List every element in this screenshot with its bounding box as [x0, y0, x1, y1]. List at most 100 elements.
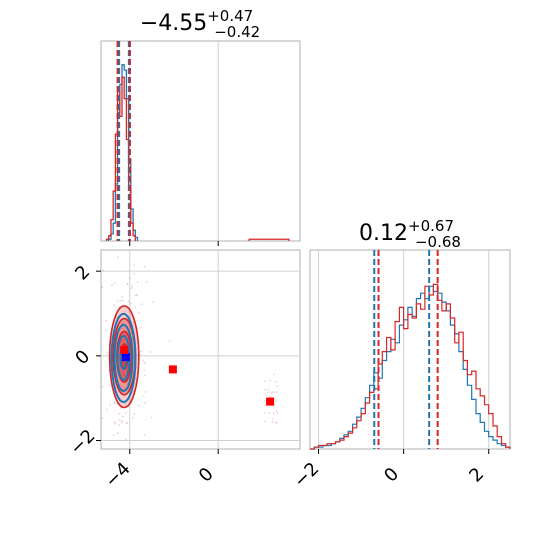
- scatter-point: [142, 395, 145, 398]
- scatter-point: [270, 392, 273, 395]
- scatter-point: [125, 422, 128, 425]
- scatter-point: [122, 372, 125, 375]
- marginal-panel-1-grid: [129, 41, 219, 241]
- scatter-point: [106, 351, 109, 354]
- scatter-point: [272, 391, 275, 394]
- blue-histogram: [108, 64, 139, 241]
- marginal-panel-2-frame: [309, 249, 511, 450]
- scatter-point: [123, 338, 126, 341]
- scatter-point: [118, 424, 120, 427]
- scatter-point: [134, 306, 137, 309]
- scatter-point: [150, 416, 153, 419]
- scatter-point: [132, 416, 134, 419]
- scatter-point: [121, 415, 124, 418]
- joint-panel-ticks: −4 0 2 0 −2: [66, 261, 219, 492]
- scatter-point: [144, 374, 147, 377]
- x-tick-label: 2: [465, 464, 488, 487]
- scatter-point: [126, 282, 129, 285]
- red-marker-square: [120, 345, 129, 354]
- red-marker-square: [266, 397, 275, 406]
- scatter-point: [270, 396, 272, 398]
- scatter-point: [276, 385, 279, 388]
- scatter-point: [122, 322, 125, 325]
- scatter-point: [269, 379, 271, 382]
- scatter-point: [102, 269, 105, 272]
- joint-panel-frame: [100, 249, 301, 450]
- scatter-point: [122, 388, 125, 390]
- scatter-point: [113, 282, 116, 285]
- scatter-point: [130, 332, 133, 335]
- scatter-point: [264, 380, 266, 382]
- scatter-point: [116, 300, 119, 302]
- marginal-panel-1-histograms: [105, 64, 290, 241]
- scatter-point: [149, 351, 152, 353]
- scatter-point: [123, 310, 126, 313]
- scatter-point: [118, 419, 121, 421]
- scatter-point: [264, 404, 267, 407]
- scatter-point: [144, 391, 147, 393]
- scatter-point: [122, 374, 125, 377]
- title-2-sup: +0.67: [408, 217, 454, 235]
- joint-panel-markers: [120, 345, 275, 406]
- scatter-point: [272, 412, 275, 415]
- scatter-point: [115, 316, 118, 319]
- scatter-point: [136, 294, 139, 297]
- marginal-panel-1-title: −4.55+0.47 −0.42: [140, 7, 260, 41]
- scatter-point: [105, 329, 108, 332]
- scatter-point: [275, 410, 278, 413]
- scatter-point: [271, 391, 273, 393]
- scatter-point: [271, 421, 274, 423]
- scatter-point: [272, 373, 275, 376]
- red-marker-square: [168, 365, 177, 374]
- scatter-point: [130, 287, 133, 290]
- scatter-point: [264, 400, 266, 402]
- scatter-point: [105, 319, 108, 322]
- scatter-point: [123, 370, 126, 373]
- title-2-base: 0.12: [359, 221, 408, 246]
- marginal-panel-1-ticks: [129, 241, 219, 246]
- marginal-panel-2-grid: [318, 250, 490, 449]
- x-tick-label: 0: [380, 464, 403, 487]
- title-1-sub: −0.42: [214, 23, 260, 41]
- scatter-point: [272, 418, 274, 420]
- scatter-point: [113, 401, 116, 404]
- scatter-point: [134, 294, 137, 297]
- scatter-point: [152, 301, 154, 303]
- scatter-point: [116, 432, 119, 435]
- blue-contour-line: [110, 312, 137, 404]
- marginal-panel-2-histograms: [310, 283, 511, 450]
- scatter-point: [275, 400, 278, 402]
- scatter-point: [114, 422, 117, 425]
- scatter-point: [276, 421, 278, 424]
- scatter-point: [121, 328, 124, 330]
- scatter-point: [109, 403, 111, 406]
- scatter-point: [125, 438, 127, 441]
- scatter-point: [275, 381, 278, 383]
- scatter-point: [276, 412, 279, 415]
- scatter-point: [263, 411, 266, 414]
- scatter-point: [275, 391, 278, 393]
- scatter-point: [263, 420, 266, 423]
- scatter-point: [127, 300, 130, 303]
- blue-marker-square: [121, 353, 130, 362]
- scatter-point: [273, 405, 276, 408]
- joint-panel: −4 0 2 0 −2: [66, 249, 301, 492]
- x-tick-label: −4: [101, 458, 135, 492]
- scatter-point: [133, 272, 136, 275]
- x-tick-label: −2: [290, 458, 324, 492]
- scatter-point: [101, 417, 104, 419]
- red-histogram: [310, 283, 511, 450]
- scatter-point: [114, 305, 117, 308]
- scatter-point: [106, 408, 109, 411]
- scatter-point: [121, 374, 124, 377]
- scatter-point: [264, 388, 267, 391]
- blue-histogram: [310, 285, 511, 450]
- scatter-point: [138, 311, 140, 314]
- scatter-point: [124, 334, 127, 336]
- scatter-point: [120, 421, 123, 424]
- blue-contour-line: [113, 323, 134, 392]
- scatter-point: [140, 350, 142, 353]
- scatter-point: [111, 284, 113, 287]
- scatter-point: [267, 391, 269, 394]
- scatter-point: [144, 402, 146, 405]
